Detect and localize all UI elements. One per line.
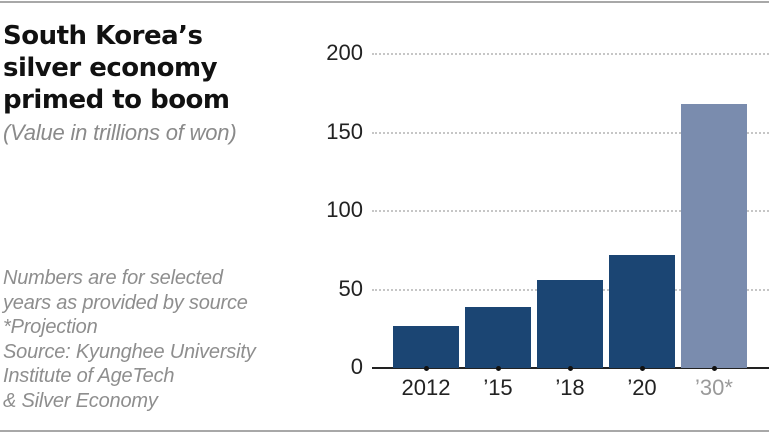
bar-projection <box>681 104 747 368</box>
note-line: Numbers are for selected <box>3 267 223 289</box>
bar <box>537 280 603 368</box>
x-tick-label: ’20 <box>627 375 657 400</box>
bar <box>393 325 459 368</box>
x-tick-dot <box>639 366 645 371</box>
source-line: Institute of AgeTech <box>3 365 175 387</box>
source-line: & Silver Economy <box>3 389 158 412</box>
bar <box>465 306 531 368</box>
title-line-1: South Korea’s <box>3 21 203 51</box>
bar <box>609 254 675 368</box>
gridline <box>372 131 769 134</box>
title-line-2: silver economy <box>3 53 218 83</box>
source-line: Source: Kyunghee University <box>3 340 256 363</box>
gridline <box>372 210 769 212</box>
chart-subtitle: (Value in trillions of won) <box>3 120 237 145</box>
y-tick-label: 100 <box>326 197 363 222</box>
chart-title: South Korea’s silver economy primed to b… <box>3 20 303 116</box>
gridline <box>372 53 769 55</box>
top-rule <box>0 1 769 3</box>
y-tick-label: 0 <box>350 354 363 379</box>
title-line-3: primed to boom <box>3 85 230 115</box>
x-tick-label: ’30* <box>695 375 733 400</box>
x-tick-dot <box>567 366 573 371</box>
x-tick-dot <box>423 366 429 371</box>
x-tick-label: 2012 <box>401 375 451 400</box>
chart-notes: Numbers are for selected years as provid… <box>3 266 256 413</box>
x-tick-dot <box>711 366 717 371</box>
x-tick-label: ’18 <box>555 375 585 400</box>
bottom-rule <box>0 430 769 432</box>
x-tick-label: ’15 <box>483 375 513 400</box>
y-tick-label: 150 <box>326 118 363 144</box>
x-tick-dot <box>495 366 501 371</box>
y-tick-label: 200 <box>326 40 363 65</box>
note-line: years as provided by source <box>3 291 248 314</box>
y-tick-label: 50 <box>338 275 363 301</box>
projection-note: *Projection <box>3 316 98 338</box>
